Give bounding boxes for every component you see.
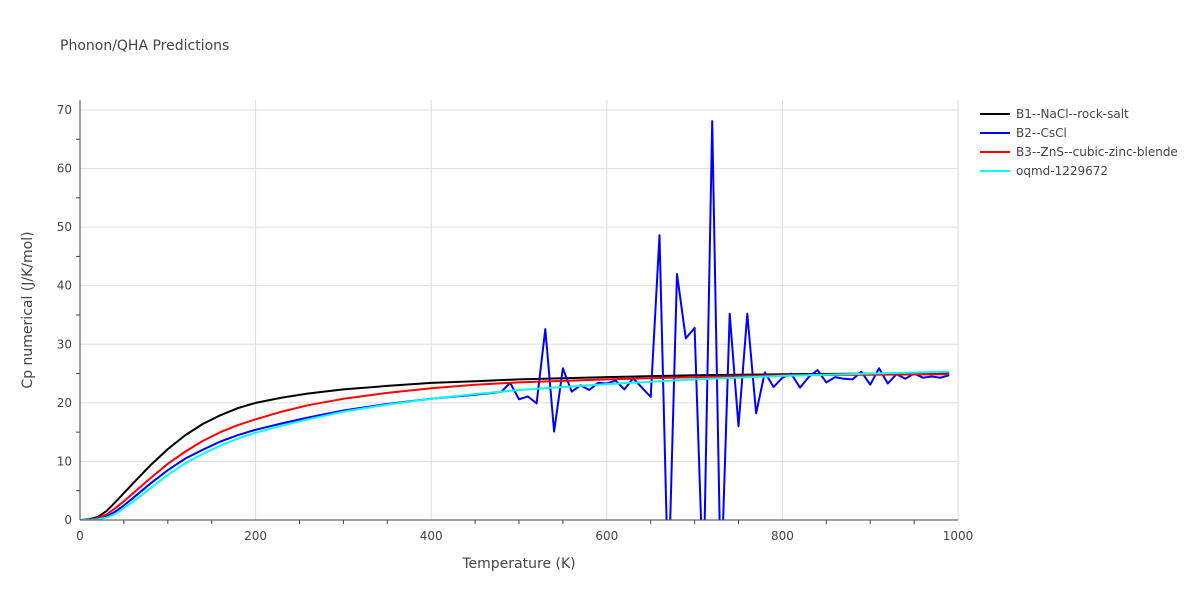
x-axis-title: Temperature (K) [461, 556, 575, 572]
legend-label: B2--CsCl [1016, 126, 1067, 140]
series-line [80, 372, 950, 520]
x-tick-label: 0 [76, 529, 84, 543]
legend-label: oqmd-1229672 [1016, 164, 1108, 178]
series-layer [80, 120, 950, 520]
y-tick-label: 20 [57, 396, 72, 410]
y-tick-label: 0 [64, 513, 72, 527]
x-tick-label: 1000 [943, 529, 974, 543]
x-tick-label: 800 [771, 529, 794, 543]
legend-label: B1--NaCl--rock-salt [1016, 107, 1129, 121]
axes [76, 100, 958, 524]
y-tick-label: 70 [57, 103, 72, 117]
x-tick-label: 400 [420, 529, 443, 543]
series-line [80, 370, 950, 520]
legend[interactable]: B1--NaCl--rock-salt B2--CsCl B3--ZnS--cubi… [980, 107, 1178, 178]
legend-item[interactable]: B1--NaCl--rock-salt [980, 107, 1129, 121]
tick-labels: 0 200 400 600 800 1000 0 10 20 30 40 50 60 70 [57, 103, 974, 543]
y-tick-label: 10 [57, 454, 72, 468]
y-tick-label: 50 [57, 220, 72, 234]
y-tick-label: 40 [57, 279, 72, 293]
grid [80, 100, 959, 520]
chart-title: Phonon/QHA Predictions [60, 38, 229, 54]
x-tick-label: 600 [595, 529, 618, 543]
series-line [80, 373, 950, 520]
legend-item[interactable]: B2--CsCl [980, 126, 1067, 140]
y-tick-label: 30 [57, 337, 72, 351]
legend-label: B3--ZnS--cubic-zinc-blende [1016, 145, 1178, 159]
legend-item[interactable]: B3--ZnS--cubic-zinc-blende [980, 145, 1178, 159]
x-tick-label: 200 [244, 529, 267, 543]
y-tick-label: 60 [57, 162, 72, 176]
legend-item[interactable]: oqmd-1229672 [980, 164, 1108, 178]
y-axis-title: Cp numerical (J/K/mol) [20, 231, 36, 388]
